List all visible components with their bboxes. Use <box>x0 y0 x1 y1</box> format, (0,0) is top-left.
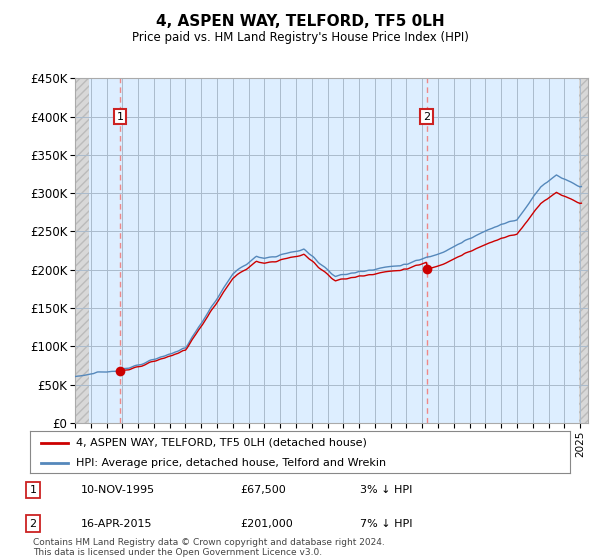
Text: 10-NOV-1995: 10-NOV-1995 <box>81 485 155 495</box>
Text: 3% ↓ HPI: 3% ↓ HPI <box>360 485 412 495</box>
Text: £201,000: £201,000 <box>240 519 293 529</box>
Text: 4, ASPEN WAY, TELFORD, TF5 0LH (detached house): 4, ASPEN WAY, TELFORD, TF5 0LH (detached… <box>76 438 367 448</box>
Text: 2: 2 <box>423 111 430 122</box>
Text: 7% ↓ HPI: 7% ↓ HPI <box>360 519 413 529</box>
Text: HPI: Average price, detached house, Telford and Wrekin: HPI: Average price, detached house, Telf… <box>76 458 386 468</box>
Text: Contains HM Land Registry data © Crown copyright and database right 2024.
This d: Contains HM Land Registry data © Crown c… <box>33 538 385 557</box>
Text: 4, ASPEN WAY, TELFORD, TF5 0LH: 4, ASPEN WAY, TELFORD, TF5 0LH <box>155 14 445 29</box>
Text: £67,500: £67,500 <box>240 485 286 495</box>
Bar <box>75 78 89 423</box>
Text: 1: 1 <box>116 111 124 122</box>
Text: 1: 1 <box>29 485 37 495</box>
Text: 2: 2 <box>29 519 37 529</box>
Text: Price paid vs. HM Land Registry's House Price Index (HPI): Price paid vs. HM Land Registry's House … <box>131 31 469 44</box>
Text: 16-APR-2015: 16-APR-2015 <box>81 519 152 529</box>
Bar <box>578 78 588 423</box>
